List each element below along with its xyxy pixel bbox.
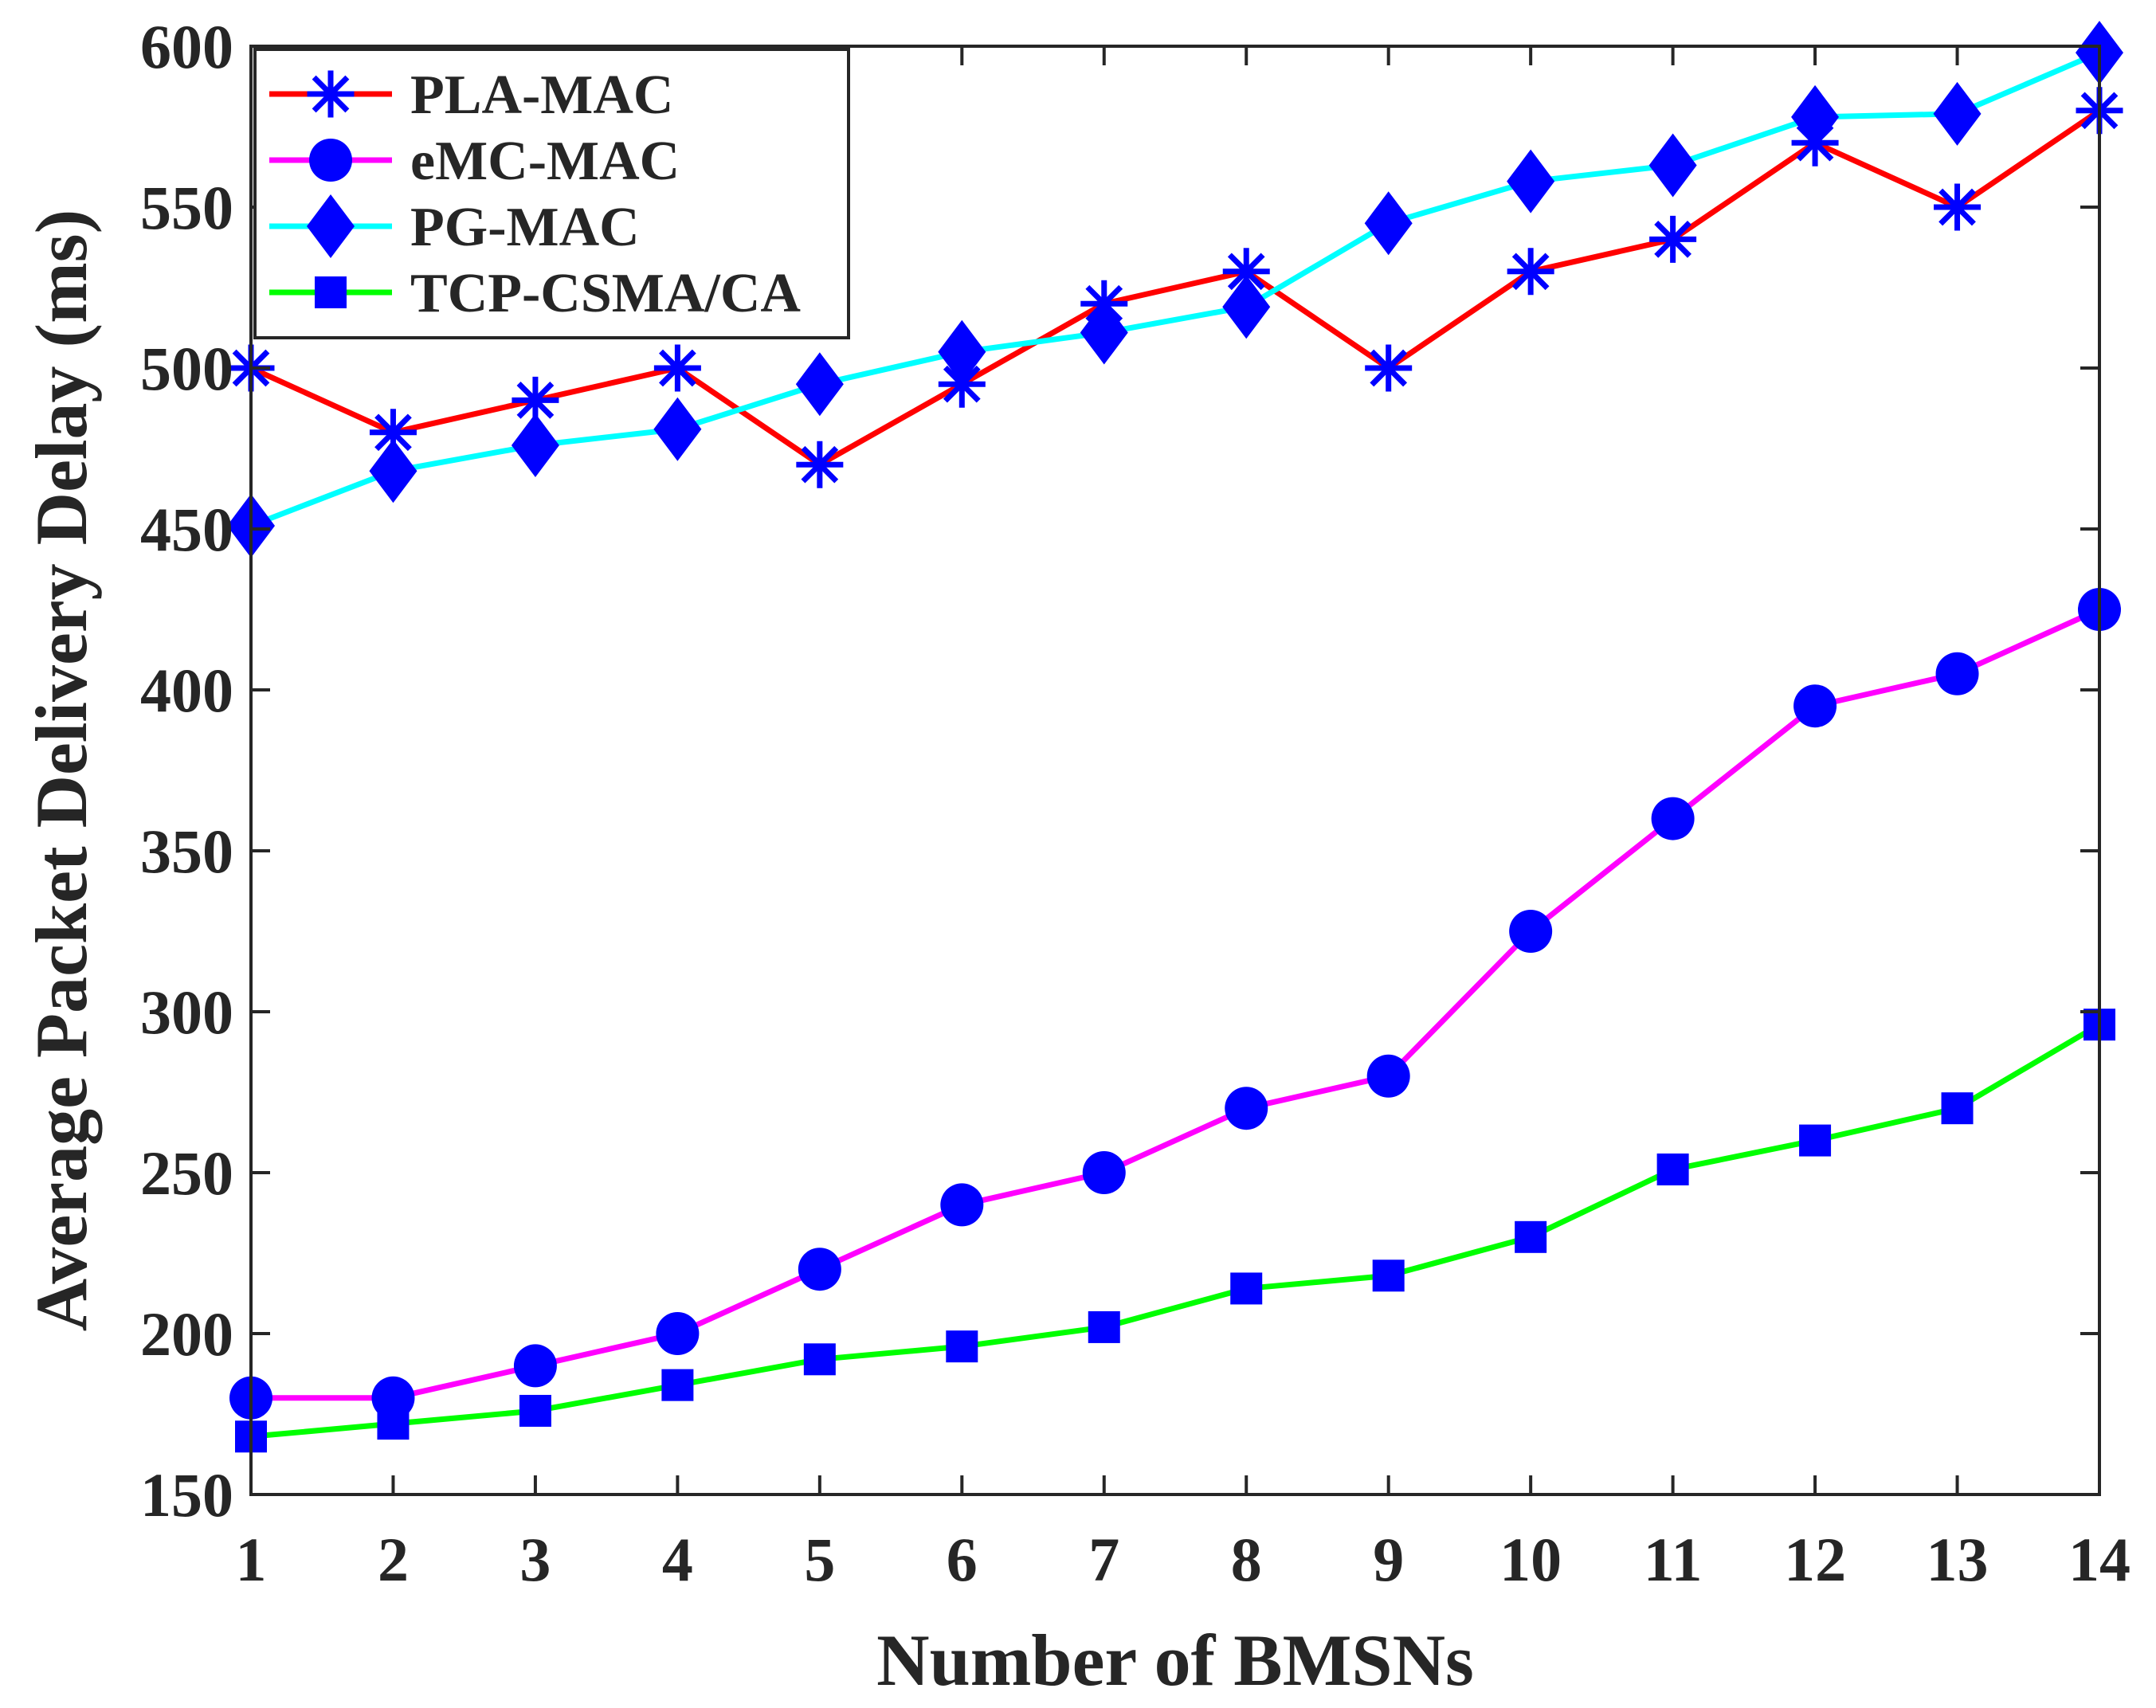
legend-label-tcp-csma-ca: TCP-CSMA/CA xyxy=(410,263,801,324)
data-point-pla-mac xyxy=(653,344,701,392)
y-tick-label: 600 xyxy=(140,12,233,81)
data-point-pg-mac xyxy=(653,397,702,461)
legend-marker-emc-mac xyxy=(309,139,352,182)
legend-marker-tcp-csma-ca xyxy=(315,276,347,308)
data-point-emc-mac xyxy=(1509,910,1553,953)
data-point-emc-mac xyxy=(1082,1151,1126,1194)
y-tick-label: 500 xyxy=(140,334,233,403)
data-point-tcp-csma-ca xyxy=(1372,1259,1405,1292)
data-point-pg-mac xyxy=(795,352,844,417)
y-tick-label: 250 xyxy=(140,1138,233,1208)
data-point-pg-mac xyxy=(1648,133,1697,198)
data-point-emc-mac xyxy=(1225,1087,1268,1130)
data-point-tcp-csma-ca xyxy=(1515,1220,1547,1253)
data-point-tcp-csma-ca xyxy=(1941,1092,1974,1125)
legend-label-pg-mac: PG-MAC xyxy=(410,197,640,258)
data-point-pg-mac xyxy=(1364,191,1413,256)
series-line-tcp-csma-ca xyxy=(250,1022,2101,1440)
data-point-tcp-csma-ca xyxy=(1088,1310,1120,1343)
data-point-tcp-csma-ca xyxy=(377,1408,410,1440)
x-tick-label: 12 xyxy=(1784,1525,1846,1594)
x-tick-label: 1 xyxy=(236,1525,267,1594)
data-point-pla-mac xyxy=(1934,183,1982,231)
y-axis-title: Average Packet Delivery Delay (ms) xyxy=(21,210,102,1331)
data-point-pg-mac xyxy=(1507,149,1555,214)
x-tick-label: 5 xyxy=(804,1525,835,1594)
data-point-pg-mac xyxy=(1222,275,1271,339)
x-tick-label: 8 xyxy=(1231,1525,1262,1594)
legend-label-pla-mac: PLA-MAC xyxy=(410,65,673,126)
legend-label-emc-mac: eMC-MAC xyxy=(410,131,680,192)
data-point-pg-mac xyxy=(1791,84,1840,149)
series-line-emc-mac xyxy=(251,606,2101,1401)
data-point-pg-mac xyxy=(1080,300,1128,365)
series-line-pla-mac xyxy=(249,108,2101,468)
data-point-pg-mac xyxy=(369,439,417,503)
data-point-pg-mac xyxy=(938,319,986,384)
x-tick-label: 3 xyxy=(519,1525,551,1594)
data-point-tcp-csma-ca xyxy=(519,1394,551,1427)
x-tick-label: 13 xyxy=(1927,1525,1989,1594)
data-point-emc-mac xyxy=(1935,652,1979,695)
y-tick-label: 200 xyxy=(140,1299,233,1369)
x-tick-label: 11 xyxy=(1644,1525,1703,1594)
data-point-pg-mac xyxy=(1933,81,1982,146)
x-tick-label: 10 xyxy=(1499,1525,1562,1594)
y-tick-label: 300 xyxy=(140,977,233,1047)
data-point-emc-mac xyxy=(1366,1054,1410,1098)
data-point-tcp-csma-ca xyxy=(1656,1153,1689,1185)
data-point-tcp-csma-ca xyxy=(1230,1272,1263,1305)
y-tick-label: 350 xyxy=(140,817,233,886)
data-point-emc-mac xyxy=(1651,797,1695,840)
x-tick-label: 14 xyxy=(2068,1525,2131,1594)
y-tick-label: 450 xyxy=(140,495,233,564)
data-point-emc-mac xyxy=(798,1248,841,1291)
data-point-tcp-csma-ca xyxy=(803,1343,836,1376)
data-point-emc-mac xyxy=(513,1344,557,1388)
y-tick-label: 150 xyxy=(140,1460,233,1530)
data-point-emc-mac xyxy=(940,1183,984,1227)
data-point-tcp-csma-ca xyxy=(661,1369,694,1401)
x-axis-title: Number of BMSNs xyxy=(876,1620,1474,1701)
legend-marker-pla-mac xyxy=(307,70,355,118)
x-tick-label: 6 xyxy=(947,1525,978,1594)
data-point-emc-mac xyxy=(1793,684,1837,728)
data-point-pla-mac xyxy=(1649,215,1697,263)
data-point-pla-mac xyxy=(1507,248,1554,296)
x-tick-label: 9 xyxy=(1373,1525,1404,1594)
x-tick-label: 7 xyxy=(1088,1525,1119,1594)
data-point-tcp-csma-ca xyxy=(946,1330,978,1363)
data-point-pla-mac xyxy=(796,441,844,488)
y-tick-label: 550 xyxy=(140,173,233,242)
data-point-pla-mac xyxy=(1365,344,1413,392)
plot-area-frame xyxy=(249,45,2101,1496)
x-tick-label: 4 xyxy=(662,1525,693,1594)
legend-marker-pg-mac xyxy=(307,194,355,258)
x-tick-label: 2 xyxy=(378,1525,409,1594)
data-point-emc-mac xyxy=(656,1312,700,1355)
y-tick-label: 400 xyxy=(140,656,233,725)
data-point-tcp-csma-ca xyxy=(1799,1124,1832,1157)
data-point-pg-mac xyxy=(511,413,559,477)
series-line-pg-mac xyxy=(249,49,2101,529)
